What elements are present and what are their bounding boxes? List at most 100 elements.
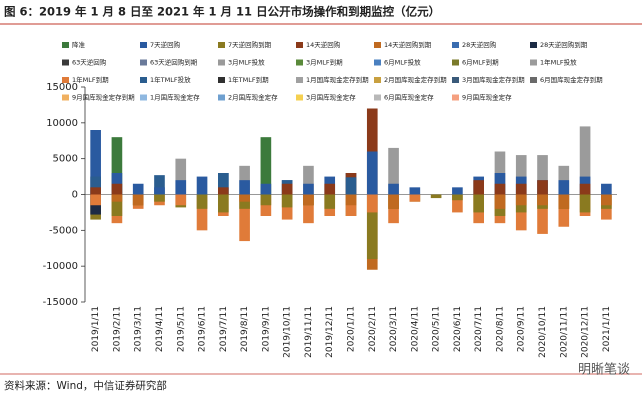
bar <box>388 194 399 224</box>
bar <box>558 194 570 209</box>
bar <box>494 183 506 195</box>
x-tick-label: 2021/1/11 <box>602 306 612 352</box>
bar <box>303 183 314 195</box>
x-tick-label: 2019/7/11 <box>219 306 229 352</box>
bar <box>111 183 123 195</box>
legend-swatch <box>374 94 381 101</box>
legend-label: 7天逆回购到期 <box>228 40 272 49</box>
bar <box>324 194 336 209</box>
bar <box>579 183 591 195</box>
bar <box>388 194 399 209</box>
bar <box>303 194 314 224</box>
legend-swatch <box>452 77 459 83</box>
legend-swatch <box>140 59 147 66</box>
bar <box>260 137 272 195</box>
bar <box>90 187 101 195</box>
bar <box>388 147 399 195</box>
bar <box>558 194 570 227</box>
legend-swatch <box>218 42 225 48</box>
bar <box>515 194 527 206</box>
bar <box>218 187 229 195</box>
x-tick-label: 2019/10/11 <box>283 306 293 358</box>
chart-title: 图 6：2019 年 1 月 8 日至 2021 年 1 月 11 日公开市场操… <box>4 5 440 19</box>
x-tick-label: 2019/9/11 <box>261 306 271 352</box>
legend-swatch <box>62 42 69 48</box>
bar <box>345 194 357 206</box>
legend-swatch <box>530 77 537 83</box>
legend-label: 3月MLF投放 <box>228 58 265 67</box>
legend-swatch <box>374 59 381 66</box>
x-tick-label: 2019/3/11 <box>134 306 144 352</box>
y-tick-label: -5000 <box>49 225 78 236</box>
watermark: 明晰笔谈 <box>578 362 630 378</box>
bar <box>132 183 144 195</box>
legend-swatch <box>452 94 459 101</box>
legend-label: 6月国库现金定存 <box>384 93 434 102</box>
bar <box>154 175 165 195</box>
legend-swatch <box>452 59 459 66</box>
x-tick-label: 2019/1/11 <box>91 306 101 352</box>
legend-label: 1年TMLF投放 <box>150 75 191 84</box>
legend-label: 3月国库现金定存到期 <box>462 75 525 84</box>
x-tick-label: 2020/8/11 <box>495 306 505 352</box>
x-tick-label: 2019/8/11 <box>240 306 250 352</box>
source-note: 资料来源：Wind，中信证券研究部 <box>4 379 167 392</box>
bar <box>515 155 527 195</box>
legend-swatch <box>218 59 225 66</box>
legend-swatch <box>140 77 147 83</box>
legend-swatch <box>140 42 147 48</box>
bar <box>452 194 463 201</box>
legend-label: 9月国库现金定存 <box>462 93 512 102</box>
bar <box>90 130 101 195</box>
y-tick-label: 15000 <box>46 82 78 93</box>
legend-label: 1年MLF投放 <box>540 58 577 67</box>
bar <box>537 155 548 195</box>
legend-label: 3月MLF到期 <box>306 59 343 67</box>
x-tick-label: 2020/3/11 <box>389 306 399 352</box>
x-tick-label: 2020/2/11 <box>368 306 378 352</box>
legend-label: 28天逆回购 <box>462 40 497 49</box>
legend-swatch <box>374 42 381 48</box>
bar <box>537 194 548 206</box>
legend-swatch <box>374 77 381 83</box>
y-tick-label: 5000 <box>53 154 78 165</box>
bar <box>473 180 484 195</box>
bar <box>196 194 208 209</box>
legend-swatch <box>62 94 69 101</box>
bar <box>494 194 506 209</box>
bar <box>111 194 123 202</box>
bar <box>473 194 484 213</box>
legend-label: 2月国库现金定存 <box>228 93 278 102</box>
bar <box>324 183 336 195</box>
y-tick-label: 0 <box>72 190 78 201</box>
legend-swatch <box>452 42 459 48</box>
bar <box>260 183 272 195</box>
bar <box>239 194 250 242</box>
legend-label: 1年MLF到期 <box>72 75 109 84</box>
bar <box>366 151 378 195</box>
bar <box>218 173 229 195</box>
legend-swatch <box>296 77 303 83</box>
bar <box>345 177 357 195</box>
legend-swatch <box>62 59 69 66</box>
bar <box>175 194 187 206</box>
x-tick-label: 2020/1/11 <box>347 306 357 352</box>
bar <box>452 194 463 213</box>
legend-swatch <box>62 77 69 83</box>
x-tick-label: 2019/6/11 <box>198 306 208 352</box>
bar <box>218 194 229 213</box>
bar <box>90 194 101 206</box>
bar <box>281 194 293 208</box>
bar <box>175 180 187 195</box>
bar <box>111 194 123 216</box>
bar <box>409 187 421 195</box>
legend-swatch <box>296 94 303 101</box>
bar <box>111 137 123 195</box>
x-tick-label: 2019/4/11 <box>155 306 165 352</box>
bar <box>239 180 250 195</box>
legend-label: 63天逆回购 <box>72 58 107 67</box>
bar <box>154 194 165 202</box>
legend-swatch <box>530 42 537 48</box>
bar <box>558 165 570 195</box>
